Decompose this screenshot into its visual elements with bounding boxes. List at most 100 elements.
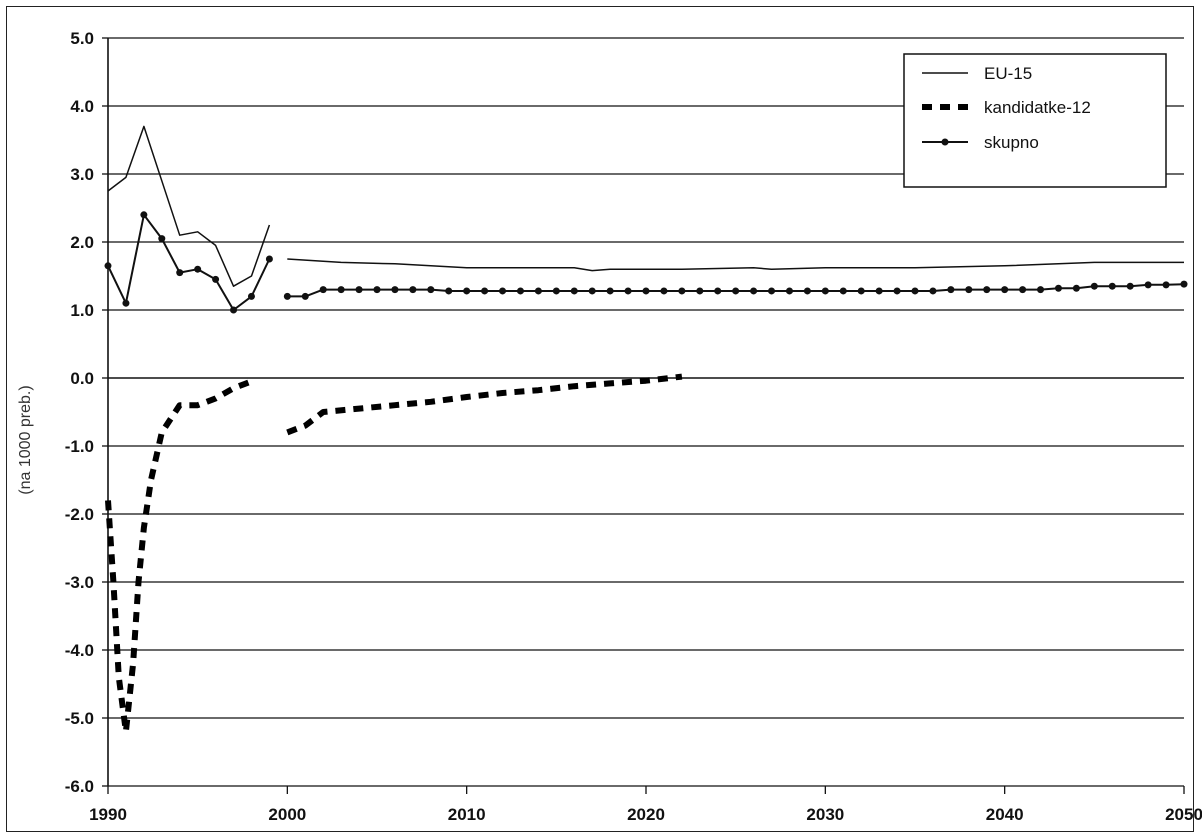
data-point [265,255,273,263]
x-tick-label: 2030 [806,805,844,824]
legend-label-skupno: skupno [984,133,1039,152]
series-kandidatke-12 [105,373,683,735]
data-point [481,287,489,295]
data-point [714,287,722,295]
data-point [355,286,363,294]
data-point [588,287,596,295]
data-point [1180,280,1188,288]
y-tick-label: -3.0 [65,573,94,592]
data-point [122,299,130,307]
y-tick-label: 5.0 [70,29,94,48]
data-point [158,235,166,243]
y-tick-label: 0.0 [70,369,94,388]
data-point [857,287,865,295]
data-point [624,287,632,295]
y-tick-label: -5.0 [65,709,94,728]
data-point [696,287,704,295]
data-point [911,287,919,295]
data-point [1090,282,1098,290]
data-point [1162,281,1170,289]
y-tick-label: -4.0 [65,641,94,660]
data-point [1108,282,1116,290]
data-point [230,306,238,314]
data-point [1144,281,1152,289]
data-point [606,287,614,295]
data-point [391,286,399,294]
data-point [463,287,471,295]
data-point [319,286,327,294]
x-tick-label: 2010 [448,805,486,824]
y-tick-label: 4.0 [70,97,94,116]
data-point [947,286,955,294]
data-point [929,287,937,295]
y-tick-label: 3.0 [70,165,94,184]
y-tick-labels: 5.0 4.0 3.0 2.0 1.0 0.0 -1.0 -2.0 -3.0 -4.0 -5.0 -6… [65,29,94,796]
legend-marker-skupno [941,138,949,146]
data-point [176,269,184,277]
x-tick-label: 2000 [268,805,306,824]
data-point [499,287,507,295]
chart-frame [6,6,1194,832]
y-tick-label: -6.0 [65,777,94,796]
axes [102,37,1185,794]
series-line-segment [286,373,683,436]
y-tick-label: 1.0 [70,301,94,320]
series-line-segment [107,125,271,287]
data-point [534,287,542,295]
data-point [373,286,381,294]
data-point [839,287,847,295]
y-tick-label: -2.0 [65,505,94,524]
data-point [1054,284,1062,292]
data-point [660,287,668,295]
legend-label-kandidatke: kandidatke-12 [984,98,1091,117]
y-tick-label: -1.0 [65,437,94,456]
data-point [283,292,291,300]
x-tick-label: 2020 [627,805,665,824]
data-point [893,287,901,295]
data-point [247,292,255,300]
legend-label-eu15: EU-15 [984,64,1032,83]
data-point [140,211,148,219]
data-point [768,287,776,295]
data-point [1037,286,1045,294]
data-point [445,287,453,295]
data-point [1001,286,1009,294]
data-point [552,287,560,295]
x-tick-label: 2050 [1165,805,1202,824]
data-point [570,287,578,295]
legend-box [903,53,1167,188]
data-point [678,287,686,295]
data-point [409,286,417,294]
series-line-segment [105,378,253,735]
data-point [821,287,829,295]
data-point [642,287,650,295]
y-axis-label: (na 1000 preb.) [17,385,34,494]
series-eu-15 [107,125,1184,287]
series-line-segment [287,258,1184,272]
data-point [104,262,112,270]
data-point [803,287,811,295]
data-point [337,286,345,294]
data-point [301,292,309,300]
data-point [965,286,973,294]
x-tick-labels: 1990 2000 2010 2020 2030 2040 2050 [89,805,1202,824]
series-skupno [104,211,1188,314]
series-line-segment [107,213,271,311]
data-point [875,287,883,295]
data-point [785,287,793,295]
x-tick-label: 2040 [986,805,1024,824]
x-tick-label: 1990 [89,805,127,824]
legend: EU-15 kandidatke-12 skupno [903,53,1167,188]
data-point [516,287,524,295]
data-point [732,287,740,295]
y-tick-label: 2.0 [70,233,94,252]
data-point [750,287,758,295]
data-point [194,265,202,273]
data-point [1019,286,1027,294]
data-point [1072,284,1080,292]
data-point [212,275,220,283]
data-point [1126,282,1134,290]
data-point [983,286,991,294]
series-lines [104,125,1188,735]
